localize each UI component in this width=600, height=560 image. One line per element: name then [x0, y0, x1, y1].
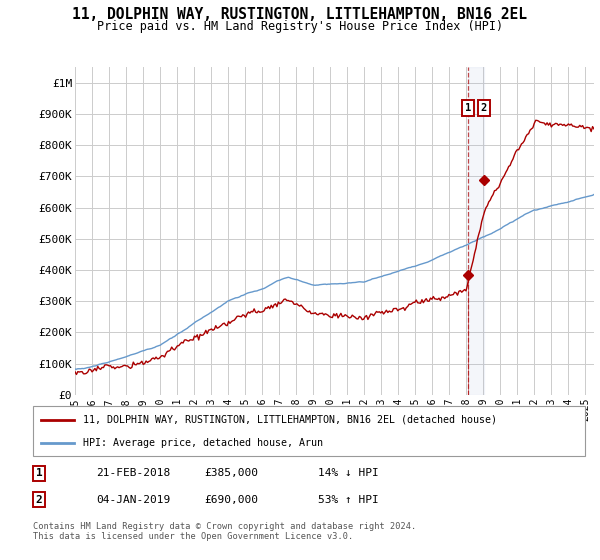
Text: Contains HM Land Registry data © Crown copyright and database right 2024.
This d: Contains HM Land Registry data © Crown c…	[33, 522, 416, 542]
Text: 1: 1	[465, 103, 472, 113]
Text: £690,000: £690,000	[204, 494, 258, 505]
FancyBboxPatch shape	[33, 406, 585, 456]
Text: 1: 1	[35, 468, 43, 478]
Text: 2: 2	[481, 103, 487, 113]
Text: 53% ↑ HPI: 53% ↑ HPI	[318, 494, 379, 505]
Text: HPI: Average price, detached house, Arun: HPI: Average price, detached house, Arun	[83, 438, 323, 448]
Text: 04-JAN-2019: 04-JAN-2019	[96, 494, 170, 505]
Text: 21-FEB-2018: 21-FEB-2018	[96, 468, 170, 478]
Text: 2: 2	[35, 494, 43, 505]
Text: 11, DOLPHIN WAY, RUSTINGTON, LITTLEHAMPTON, BN16 2EL: 11, DOLPHIN WAY, RUSTINGTON, LITTLEHAMPT…	[73, 7, 527, 22]
Bar	[469, 67, 484, 395]
Text: Price paid vs. HM Land Registry's House Price Index (HPI): Price paid vs. HM Land Registry's House …	[97, 20, 503, 33]
Text: 14% ↓ HPI: 14% ↓ HPI	[318, 468, 379, 478]
Text: 11, DOLPHIN WAY, RUSTINGTON, LITTLEHAMPTON, BN16 2EL (detached house): 11, DOLPHIN WAY, RUSTINGTON, LITTLEHAMPT…	[83, 414, 497, 424]
Text: £385,000: £385,000	[204, 468, 258, 478]
